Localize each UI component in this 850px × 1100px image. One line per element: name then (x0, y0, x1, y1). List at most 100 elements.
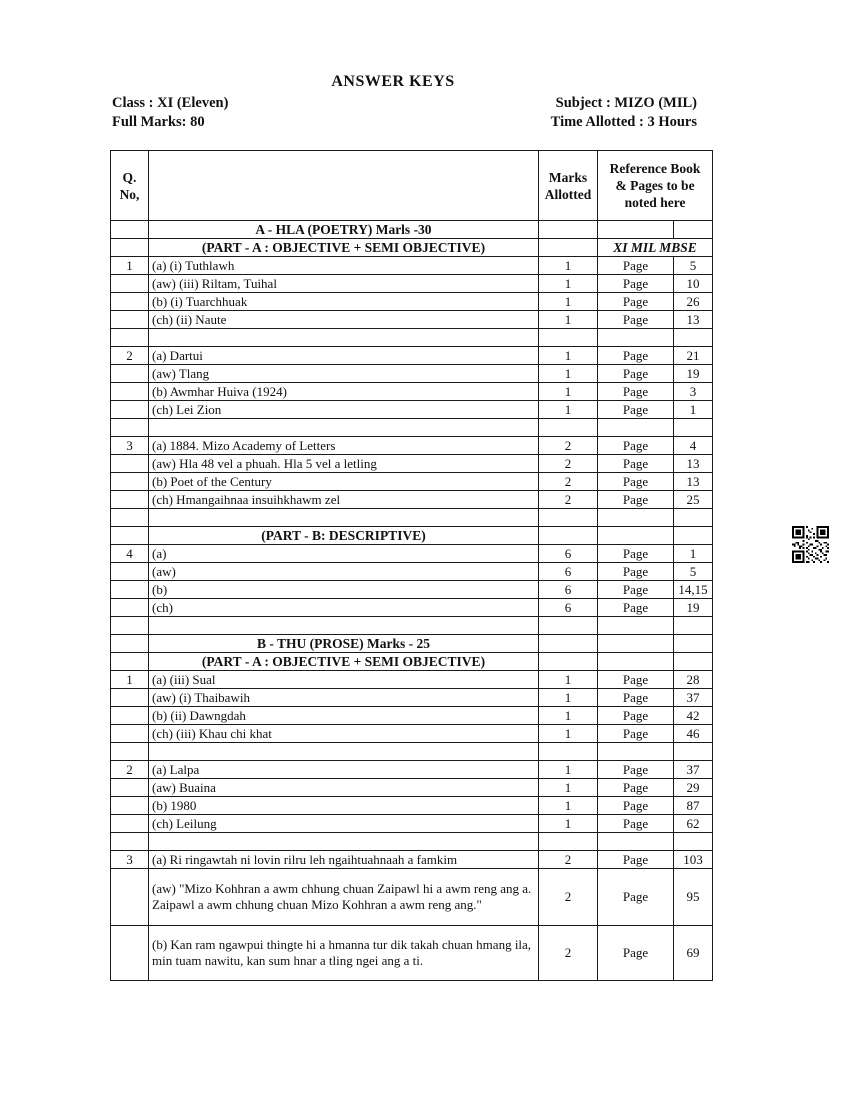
section-title-cell: (PART - A : OBJECTIVE + SEMI OBJECTIVE) (148, 652, 539, 671)
marks-cell (538, 328, 598, 347)
qno-cell (110, 616, 149, 635)
page-number-cell: 87 (672, 796, 714, 815)
page-number-cell: 14,15 (672, 580, 714, 599)
marks-cell: 1 (538, 688, 598, 707)
qno-cell (110, 328, 149, 347)
answer-row: (b) Poet of the Century 2 Page 13 (110, 472, 714, 491)
answer-row: 3 (a) 1884. Mizo Academy of Letters 2 Page 4 (110, 436, 714, 455)
marks-cell: 6 (538, 580, 598, 599)
answer-text-cell: (aw) Hla 48 vel a phuah. Hla 5 vel a let… (148, 454, 539, 473)
answer-text-cell: (aw) (i) Thaibawih (148, 688, 539, 707)
qno-cell: 1 (110, 256, 149, 275)
qno-cell: 2 (110, 346, 149, 365)
qno-cell: 1 (110, 670, 149, 689)
qno-cell (110, 652, 149, 671)
marks-cell: 1 (538, 382, 598, 401)
page-label-cell: Page (597, 364, 674, 383)
marks-cell (538, 238, 598, 257)
page-label-cell: Page (597, 760, 674, 779)
marks-cell: 6 (538, 598, 598, 617)
page-label-cell: Page (597, 490, 674, 509)
qno-cell (110, 814, 149, 833)
section-title-cell: (PART - A : OBJECTIVE + SEMI OBJECTIVE) (148, 238, 539, 257)
answer-text-cell: (ch) (iii) Khau chi khat (148, 724, 539, 743)
qno-cell (110, 274, 149, 293)
page-label-cell: Page (597, 580, 674, 599)
page-number-cell: 19 (672, 598, 714, 617)
time-allotted-line: Time Allotted : 3 Hours (550, 114, 697, 130)
answer-text-cell: (a) (148, 544, 539, 563)
page-label-cell: Page (597, 292, 674, 311)
section-title-cell: A - HLA (POETRY) Marls -30 (148, 220, 539, 239)
page-number-cell: 5 (672, 562, 714, 581)
question-cell (148, 418, 539, 437)
answer-key-table: Q. No, Marks Allotted Reference Book & P… (110, 150, 714, 981)
marks-cell (538, 418, 598, 437)
answer-text-cell: (b) (148, 580, 539, 599)
qno-cell (110, 220, 149, 239)
question-cell (148, 832, 539, 851)
answer-text-cell: (a) (iii) Sual (148, 670, 539, 689)
qno-cell: 3 (110, 436, 149, 455)
answer-text-cell: (aw) (148, 562, 539, 581)
marks-cell: 2 (538, 490, 598, 509)
answer-row: (aw) "Mizo Kohhran a awm chhung chuan Za… (110, 868, 714, 926)
answer-text-cell: (aw) Tlang (148, 364, 539, 383)
section-row: A - HLA (POETRY) Marls -30 (110, 220, 714, 239)
page-label-cell: Page (597, 598, 674, 617)
marks-cell: 2 (538, 868, 598, 926)
qno-cell (110, 508, 149, 527)
qno-cell (110, 598, 149, 617)
qno-cell (110, 925, 149, 981)
page-number-cell (672, 634, 714, 653)
page-number-cell (672, 616, 714, 635)
marks-cell: 1 (538, 274, 598, 293)
page-number-cell (672, 832, 714, 851)
page-label-cell: Page (597, 346, 674, 365)
answer-text-cell: (b) 1980 (148, 796, 539, 815)
page-number-cell: 42 (672, 706, 714, 725)
page-label-cell: Page (597, 310, 674, 329)
marks-cell (538, 508, 598, 527)
marks-cell (538, 526, 598, 545)
page-label-cell: Page (597, 382, 674, 401)
qno-cell (110, 778, 149, 797)
spacer-row (110, 328, 714, 347)
marks-cell: 1 (538, 310, 598, 329)
qno-cell (110, 454, 149, 473)
qno-cell (110, 832, 149, 851)
page-number-cell (672, 220, 714, 239)
qno-cell (110, 490, 149, 509)
answer-text-cell: (a) Ri ringawtah ni lovin rilru leh ngai… (148, 850, 539, 869)
marks-cell: 1 (538, 670, 598, 689)
marks-cell: 2 (538, 436, 598, 455)
marks-cell: 1 (538, 706, 598, 725)
marks-cell: 2 (538, 925, 598, 981)
page-number-cell: 26 (672, 292, 714, 311)
answer-text-cell: (ch) Leilung (148, 814, 539, 833)
page-number-cell (672, 328, 714, 347)
page-number-cell: 13 (672, 310, 714, 329)
answer-text-cell: (a) Dartui (148, 346, 539, 365)
page-number-cell (672, 742, 714, 761)
answer-text-cell: (ch) Lei Zion (148, 400, 539, 419)
page-label-cell: Page (597, 544, 674, 563)
page-label-cell: Page (597, 850, 674, 869)
page-number-cell: 37 (672, 688, 714, 707)
qno-cell (110, 400, 149, 419)
page-number-cell: 62 (672, 814, 714, 833)
page-number-cell: 25 (672, 490, 714, 509)
answer-text-cell: (a) Lalpa (148, 760, 539, 779)
spacer-row (110, 832, 714, 851)
page-label-cell: Page (597, 400, 674, 419)
marks-cell (538, 220, 598, 239)
qno-cell (110, 868, 149, 926)
section-title-cell: B - THU (PROSE) Marks - 25 (148, 634, 539, 653)
section-row: (PART - A : OBJECTIVE + SEMI OBJECTIVE) X… (110, 238, 714, 257)
section-title-cell: (PART - B: DESCRIPTIVE) (148, 526, 539, 545)
page-label-cell (597, 652, 674, 671)
section-row: (PART - A : OBJECTIVE + SEMI OBJECTIVE) (110, 652, 714, 671)
table-header-row: Q. No, Marks Allotted Reference Book & P… (110, 150, 714, 221)
page-label-cell: Page (597, 724, 674, 743)
marks-cell: 2 (538, 850, 598, 869)
